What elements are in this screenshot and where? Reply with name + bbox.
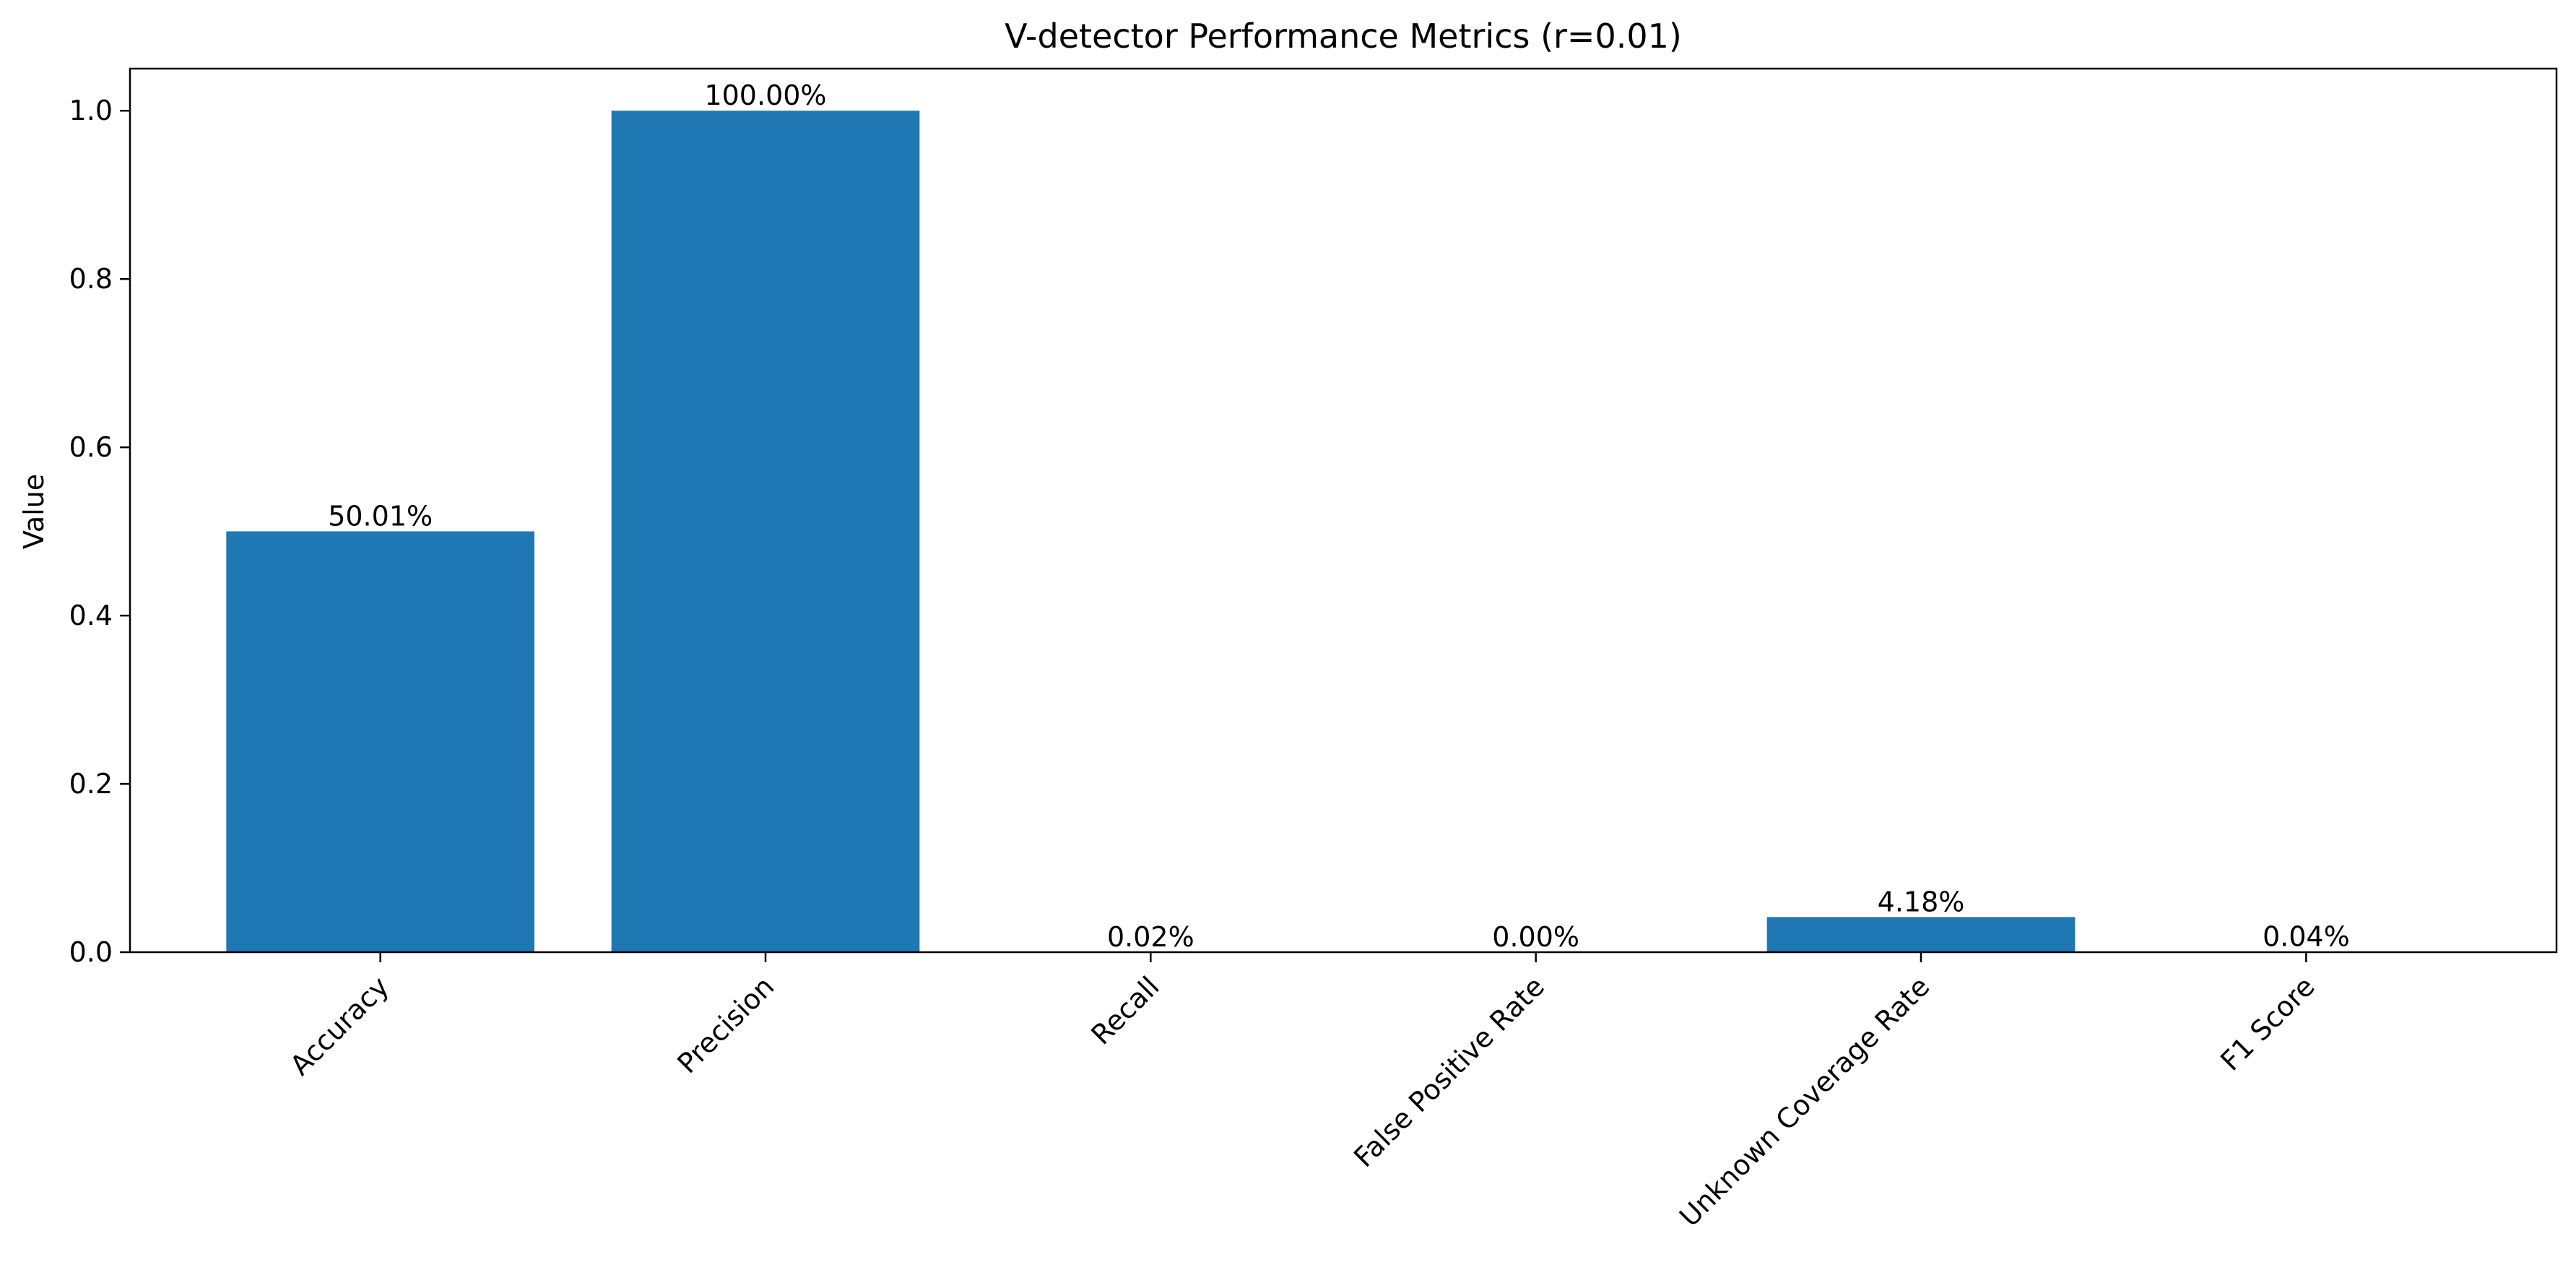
bar-value-label: 4.18% <box>1878 886 1965 918</box>
x-tick-label: Accuracy <box>284 970 395 1081</box>
x-tick-label: Precision <box>671 970 780 1079</box>
bar <box>1766 917 2076 952</box>
y-axis-label: Value <box>18 474 50 549</box>
x-tick-label: F1 Score <box>2214 970 2320 1076</box>
y-tick-label: 0.8 <box>69 263 113 295</box>
y-tick-label: 0.4 <box>69 600 113 631</box>
y-axis-ticks: 0.0 0.2 0.4 0.6 0.8 1.0 <box>69 95 130 968</box>
bar-value-label: 0.04% <box>2263 921 2350 953</box>
plot-frame <box>129 67 2558 954</box>
x-tick-label: Recall <box>1085 970 1165 1050</box>
y-tick-label: 0.6 <box>69 431 113 463</box>
bar-series: 50.01% 100.00% 0.02% 0.00% 4.18% 0.04% <box>226 79 2460 953</box>
bar <box>611 111 920 953</box>
bar-value-label: 100.00% <box>704 79 826 111</box>
y-tick-label: 1.0 <box>69 95 113 126</box>
bar-value-label: 50.01% <box>328 501 433 532</box>
chart-title: V-detector Performance Metrics (r=0.01) <box>1005 17 1682 56</box>
bar <box>226 531 534 952</box>
y-tick-label: 0.0 <box>69 936 113 968</box>
x-axis-ticks: Accuracy Precision Recall False Positive Ra… <box>284 952 2321 1233</box>
bar-value-label: 0.02% <box>1107 921 1194 953</box>
x-tick-label: Unknown Coverage Rate <box>1673 970 1935 1232</box>
y-tick-label: 0.2 <box>69 768 113 800</box>
bar-value-label: 0.00% <box>1492 921 1579 953</box>
x-tick-label: False Positive Rate <box>1348 970 1551 1173</box>
